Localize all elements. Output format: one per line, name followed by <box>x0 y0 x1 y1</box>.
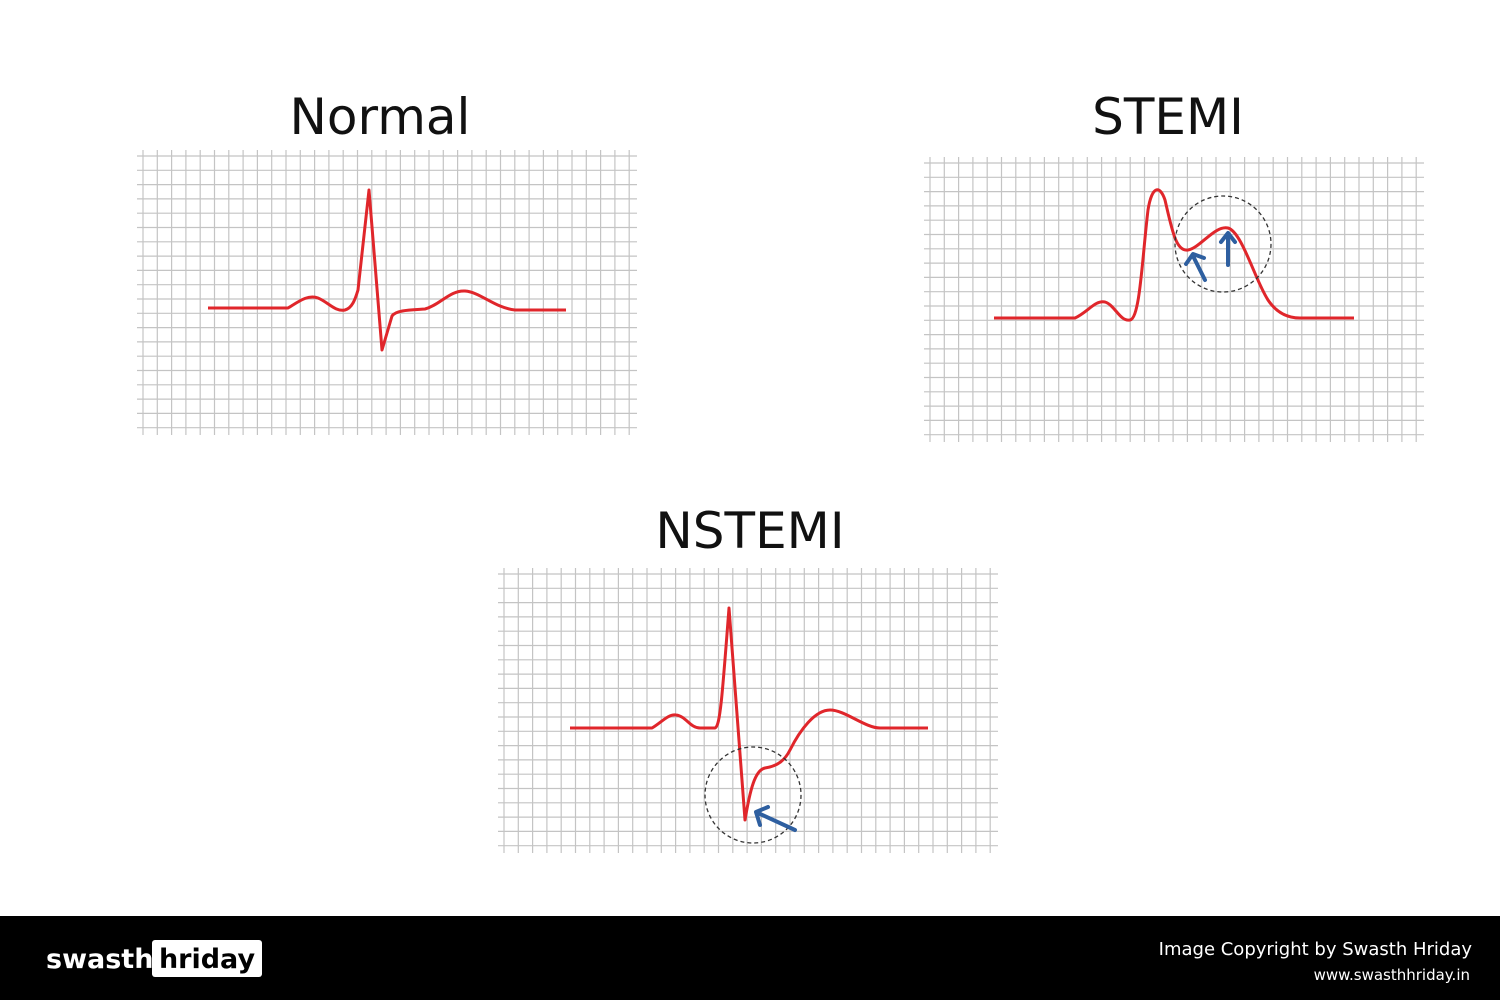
arrow <box>1184 252 1207 282</box>
ecg-nstemi <box>570 606 928 822</box>
copyright: Image Copyright by Swasth Hriday <box>1159 939 1473 960</box>
brand-text: hriday <box>159 944 256 975</box>
highlight-circle <box>704 746 802 844</box>
website: www.swasthhriday.in <box>1314 966 1470 984</box>
panel-title: Normal <box>290 88 471 146</box>
panel-title: STEMI <box>1092 88 1244 146</box>
ecg-normal <box>208 188 566 352</box>
highlight-circle <box>1174 195 1272 293</box>
brand-box <box>152 940 262 977</box>
arrow <box>754 805 797 832</box>
panel-title: NSTEMI <box>655 502 844 560</box>
arrow <box>1219 231 1237 267</box>
brand-text: swasth <box>46 944 153 975</box>
ecg-stemi <box>994 188 1354 322</box>
grids <box>137 150 1424 853</box>
